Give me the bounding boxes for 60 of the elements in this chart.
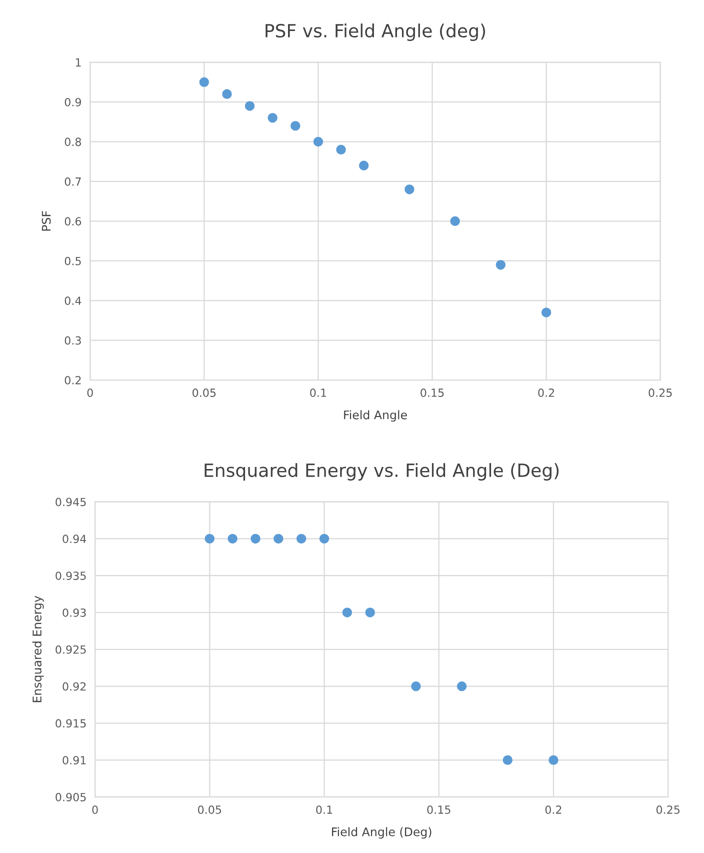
point — [274, 534, 284, 544]
x-tick-label: 0.05 — [198, 805, 222, 814]
y-tick-label: 0.8 — [64, 138, 82, 146]
point — [336, 144, 346, 155]
point — [319, 534, 330, 544]
y-tick-label: 0.915 — [56, 719, 86, 728]
point — [313, 136, 324, 147]
y-tick-label: 0.905 — [56, 792, 86, 802]
y-tick-label: 0.7 — [64, 177, 81, 186]
point — [502, 755, 512, 765]
y-tick-label: 0.935 — [56, 572, 86, 580]
point — [456, 681, 467, 692]
x-tick-label: 0.25 — [656, 805, 680, 814]
y-tick-label: 0.92 — [62, 682, 86, 691]
x-tick-label: 0.05 — [192, 388, 216, 397]
point — [244, 101, 255, 111]
point — [496, 260, 506, 270]
x-tick-label: 0.15 — [420, 388, 444, 397]
y-tick-label: 0.925 — [56, 645, 86, 654]
point — [290, 120, 300, 131]
y-tick-label: 1 — [76, 58, 81, 66]
point — [358, 160, 369, 170]
y-tick-label: 0.9 — [64, 98, 81, 106]
point — [411, 681, 421, 692]
x-tick-label: 0 — [87, 388, 93, 397]
x-tick-label: 0.2 — [545, 805, 562, 814]
point — [404, 184, 414, 194]
point — [268, 113, 278, 123]
x-tick-label: 0.1 — [310, 388, 326, 397]
y-tick-label: 0.2 — [64, 376, 81, 384]
point — [204, 534, 215, 544]
y-tick-label: 0.5 — [64, 256, 81, 266]
point — [228, 534, 238, 544]
x-tick-label: 0.1 — [316, 805, 332, 814]
y-axis-title: Ensquared Energy — [32, 596, 44, 702]
y-tick-label: 0.91 — [62, 756, 86, 764]
x-axis-title: Field Angle — [344, 410, 407, 422]
point — [342, 608, 352, 618]
x-tick-label: 0 — [92, 805, 98, 814]
y-tick-label: 0.6 — [64, 217, 82, 226]
point — [222, 89, 232, 99]
x-axis-title: Field Angle (Deg) — [332, 827, 432, 839]
point — [541, 308, 552, 318]
y-axis-title: PSF — [42, 211, 51, 231]
y-tick-label: 0.3 — [64, 336, 81, 345]
x-tick-label: 0.25 — [648, 388, 672, 397]
point — [365, 608, 375, 618]
y-tick-label: 0.4 — [64, 296, 82, 305]
chart-title: Ensquared Energy vs. Field Angle (Deg) — [204, 463, 559, 481]
point — [199, 77, 210, 87]
x-tick-label: 0.2 — [538, 388, 554, 397]
chart-title: PSF vs. Field Angle (deg) — [266, 24, 486, 42]
y-tick-label: 0.94 — [62, 534, 86, 544]
point — [296, 534, 306, 544]
y-tick-label: 0.945 — [56, 498, 86, 506]
x-tick-label: 0.15 — [427, 805, 450, 814]
point — [548, 755, 558, 765]
y-tick-label: 0.93 — [62, 608, 86, 617]
point — [450, 216, 460, 226]
point — [250, 534, 260, 544]
